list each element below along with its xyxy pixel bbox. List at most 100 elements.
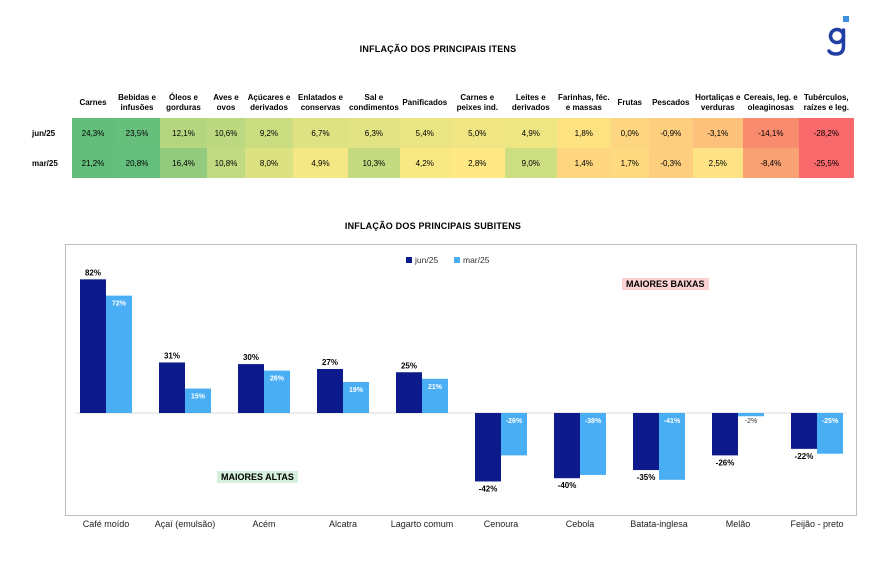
heatmap-column-header: Óleos e gorduras bbox=[166, 93, 201, 112]
data-label: -26% bbox=[716, 458, 735, 467]
data-label: 15% bbox=[191, 394, 206, 401]
heatmap-corner bbox=[28, 88, 72, 118]
bar-mar-25 bbox=[264, 370, 290, 413]
bar-jun-25 bbox=[238, 364, 264, 413]
heatmap-cell: 5,4% bbox=[399, 118, 450, 148]
bar-jun-25 bbox=[159, 362, 185, 413]
category-label: Cenoura bbox=[484, 519, 519, 529]
heatmap-cell: 4,2% bbox=[399, 148, 450, 178]
heatmap-cell: 9,0% bbox=[504, 148, 557, 178]
highs-annotation: MAIORES ALTAS bbox=[217, 471, 298, 483]
heatmap-cell: 2,8% bbox=[449, 148, 505, 178]
bar-jun-25 bbox=[633, 413, 659, 471]
heatmap-cell: -14,1% bbox=[742, 118, 799, 148]
subitems-bar-chart: jun/25 mar/25 82% 72% Café moído 31% 15% Açaí (… bbox=[76, 255, 846, 529]
data-label: 72% bbox=[112, 301, 127, 308]
heatmap-column-header: Açúcares e derivados bbox=[247, 93, 291, 112]
heatmap-cell: 2,5% bbox=[692, 148, 743, 178]
bar-mar-25 bbox=[738, 413, 764, 417]
chart-title: INFLAÇÃO DOS PRINCIPAIS SUBITENS bbox=[344, 221, 522, 231]
heatmap-column-header: Carnes e peixes ind. bbox=[456, 93, 498, 112]
heatmap-cell: 8,0% bbox=[245, 148, 293, 178]
heatmap-column-header: Cereais, leg. e oleaginosas bbox=[743, 93, 798, 112]
data-label: -40% bbox=[558, 481, 577, 490]
data-label: 19% bbox=[349, 387, 364, 394]
heatmap-column-header: Leites e derivados bbox=[511, 93, 550, 112]
heatmap-column-header: Aves e ovos bbox=[213, 93, 239, 112]
bar-mar-25 bbox=[343, 382, 369, 413]
heatmap-column-header: Hortaliças e verduras bbox=[695, 93, 741, 112]
category-label: Cebola bbox=[566, 519, 595, 529]
data-label: -35% bbox=[637, 473, 656, 482]
heatmap-cell: -28,2% bbox=[798, 118, 854, 148]
bar-mar-25 bbox=[501, 413, 527, 456]
inflation-heatmap-table: Carnes Bebidas e infusões Óleos e gorduras… bbox=[28, 88, 854, 178]
data-label: 21% bbox=[428, 384, 443, 391]
heatmap-cell: 1,8% bbox=[556, 118, 611, 148]
heatmap-cell: 4,9% bbox=[293, 148, 348, 178]
category-label: Melão bbox=[726, 519, 751, 529]
category-label: Lagarto comum bbox=[391, 519, 454, 529]
heatmap-title: INFLAÇÃO DOS PRINCIPAIS ITENS bbox=[359, 44, 517, 54]
category-label: Feijão - preto bbox=[790, 519, 843, 529]
heatmap-row-label: jun/25 bbox=[28, 118, 72, 148]
heatmap-cell: 10,6% bbox=[207, 118, 245, 148]
heatmap-cell: -0,3% bbox=[648, 148, 693, 178]
heatmap-cell: -25,5% bbox=[798, 148, 854, 178]
data-label: -41% bbox=[664, 418, 681, 425]
bar-jun-25 bbox=[396, 372, 422, 413]
heatmap-cell: 0,0% bbox=[610, 118, 649, 148]
bar-jun-25 bbox=[712, 413, 738, 456]
data-label: 31% bbox=[164, 351, 180, 360]
heatmap-row: jun/25 24,3% 23,5% 12,1% 10,6% 9,2% 6,7% 6,3% 5,… bbox=[28, 118, 854, 148]
heatmap-cell: 9,2% bbox=[245, 118, 293, 148]
logo-accent-square bbox=[843, 16, 849, 22]
data-label: -2% bbox=[745, 418, 757, 425]
data-label: 27% bbox=[322, 358, 338, 367]
heatmap-cell: 12,1% bbox=[160, 118, 207, 148]
heatmap-cell: 6,3% bbox=[348, 118, 400, 148]
heatmap-cell: 1,4% bbox=[556, 148, 611, 178]
heatmap-cell: 6,7% bbox=[293, 118, 348, 148]
bar-jun-25 bbox=[475, 413, 501, 482]
heatmap-cell: 10,3% bbox=[348, 148, 400, 178]
heatmap-cell: -8,4% bbox=[742, 148, 799, 178]
subitems-chart: jun/25 mar/25 82% 72% Café moído 31% 15% Açaí (… bbox=[65, 244, 857, 529]
legend-label: jun/25 bbox=[414, 255, 438, 265]
legend-swatch bbox=[454, 257, 460, 263]
bar-mar-25 bbox=[185, 388, 211, 413]
heatmap-cell: 16,4% bbox=[160, 148, 207, 178]
heatmap-cell: 24,3% bbox=[72, 118, 114, 148]
heatmap-cell: 21,2% bbox=[72, 148, 114, 178]
brand-logo bbox=[826, 16, 856, 62]
heatmap-column-header: Panificados bbox=[402, 98, 448, 107]
heatmap-row: mar/25 21,2% 20,8% 16,4% 10,8% 8,0% 4,9% 10,3% 4… bbox=[28, 148, 854, 178]
data-label: 30% bbox=[243, 353, 259, 362]
heatmap-column-header: Sal e condimentos bbox=[349, 93, 399, 112]
heatmap-column-header: Tubérculos, raízes e leg. bbox=[803, 93, 849, 112]
data-label: -38% bbox=[585, 418, 602, 425]
bar-jun-25 bbox=[554, 413, 580, 479]
heatmap-cell: -0,9% bbox=[648, 118, 693, 148]
data-label: -25% bbox=[822, 418, 839, 425]
category-label: Batata-inglesa bbox=[630, 519, 688, 529]
legend-swatch bbox=[406, 257, 412, 263]
lows-annotation: MAIORES BAIXAS bbox=[622, 278, 709, 290]
category-label: Café moído bbox=[83, 519, 130, 529]
heatmap-cell: 1,7% bbox=[610, 148, 649, 178]
bar-jun-25 bbox=[791, 413, 817, 449]
data-label: -26% bbox=[506, 418, 523, 425]
heatmap-cell: -3,1% bbox=[692, 118, 743, 148]
heatmap-cell: 4,9% bbox=[504, 118, 557, 148]
heatmap-cell: 10,8% bbox=[207, 148, 245, 178]
heatmap-column-header: Bebidas e infusões bbox=[118, 93, 156, 112]
bar-mar-25 bbox=[106, 295, 132, 413]
heatmap-column-header: Farinhas, féc. e massas bbox=[557, 93, 610, 112]
legend-label: mar/25 bbox=[463, 255, 490, 265]
heatmap-column-header: Enlatados e conservas bbox=[298, 93, 343, 112]
data-label: 82% bbox=[85, 268, 101, 277]
data-label: 25% bbox=[401, 361, 417, 370]
heatmap-column-header: Pescados bbox=[652, 98, 690, 107]
data-label: 26% bbox=[270, 376, 285, 383]
bar-jun-25 bbox=[317, 368, 343, 413]
